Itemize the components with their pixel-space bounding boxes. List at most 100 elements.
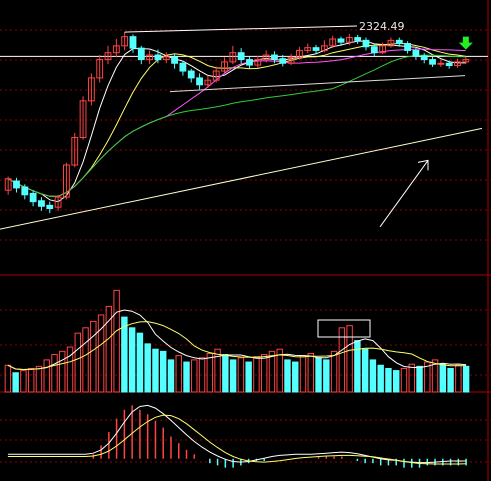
volume-bar xyxy=(315,357,322,393)
candle-down xyxy=(395,39,403,45)
candle-down xyxy=(13,180,20,189)
volume-bar xyxy=(175,355,182,393)
volume-bar xyxy=(229,359,237,393)
volume-bar xyxy=(43,359,50,393)
macd-dea-line xyxy=(7,414,467,465)
candle-up xyxy=(71,137,79,166)
volume-bar xyxy=(90,320,97,393)
candle-up xyxy=(287,56,295,64)
peak-price-label: 2324.49 xyxy=(359,20,405,33)
candle-up xyxy=(204,79,212,86)
candle-down xyxy=(46,204,54,210)
macd-panel xyxy=(7,404,467,468)
volume-bar xyxy=(462,365,470,393)
candle-up xyxy=(454,61,461,67)
volume-bar xyxy=(121,316,128,393)
candle-up xyxy=(379,45,387,54)
volume-bar xyxy=(74,332,82,393)
volume-bar xyxy=(245,361,252,393)
candle-up xyxy=(254,59,262,66)
volume-bar xyxy=(4,364,12,393)
volume-bar xyxy=(59,350,66,393)
candle-down xyxy=(404,43,412,51)
price-panel xyxy=(0,25,488,230)
candle-up xyxy=(295,49,303,58)
volume-bar xyxy=(51,354,58,393)
candle-up xyxy=(87,77,95,102)
volume-bar xyxy=(144,343,151,393)
volume-bar xyxy=(369,359,377,393)
candle-down xyxy=(312,47,320,51)
volume-bar xyxy=(292,361,299,393)
volume-bar xyxy=(12,372,19,393)
volume-bar xyxy=(408,363,415,393)
candle-up xyxy=(345,37,353,43)
candle-down xyxy=(154,54,162,61)
candle-down xyxy=(420,55,428,61)
volume-bar xyxy=(447,367,454,393)
candle-down xyxy=(137,47,145,61)
volume-bar xyxy=(323,359,330,393)
candle-down xyxy=(429,59,436,65)
volume-bar xyxy=(431,359,439,393)
volume-bar xyxy=(354,340,361,393)
volume-bar xyxy=(214,348,221,393)
candle-up xyxy=(262,54,270,61)
candle-down xyxy=(362,39,370,48)
volume-bar xyxy=(206,352,214,393)
volume-bar xyxy=(167,359,175,393)
volume-bar xyxy=(377,364,384,393)
volume-bar xyxy=(385,367,392,393)
candle-down xyxy=(196,77,203,86)
trend-arrow-shaft xyxy=(379,160,429,228)
trend-arrow-head xyxy=(417,159,429,171)
volume-bar xyxy=(268,350,276,393)
volume-bar xyxy=(439,363,447,393)
support-line xyxy=(169,75,466,93)
volume-bar xyxy=(105,305,113,393)
peak-leader xyxy=(124,25,358,33)
candle-down xyxy=(179,62,187,72)
volume-bar xyxy=(136,332,144,393)
volume-bar xyxy=(159,350,167,393)
volume-ma10-line xyxy=(7,321,467,371)
candle-up xyxy=(320,45,328,51)
candle-down xyxy=(337,38,345,43)
volume-panel xyxy=(4,289,470,393)
volume-bar xyxy=(237,357,245,393)
volume-highlight-box xyxy=(317,319,371,338)
candle-up xyxy=(329,38,337,47)
volume-bar xyxy=(361,348,369,393)
candle-down xyxy=(187,70,195,79)
candle-down xyxy=(445,62,453,67)
volume-bar xyxy=(253,356,260,393)
candle-up xyxy=(146,54,154,61)
candle-up xyxy=(54,196,62,208)
volume-bar xyxy=(35,365,43,393)
candle-up xyxy=(112,45,120,54)
volume-bar xyxy=(330,350,338,393)
volume-bar xyxy=(27,367,35,393)
candle-down xyxy=(29,192,37,203)
candle-down xyxy=(171,56,179,64)
volume-bar xyxy=(276,348,283,393)
candle-up xyxy=(121,36,129,47)
candle-down xyxy=(129,36,137,49)
volume-bar xyxy=(392,370,400,393)
candle-down xyxy=(271,54,278,60)
candle-up xyxy=(387,39,395,47)
volume-bar xyxy=(416,365,423,393)
volume-bar xyxy=(82,327,89,393)
candle-up xyxy=(437,62,445,65)
candle-down xyxy=(38,200,45,207)
volume-bar xyxy=(222,354,229,393)
ma40-line xyxy=(7,54,466,197)
candle-down xyxy=(354,37,362,41)
candle-down xyxy=(21,186,29,196)
candle-down xyxy=(246,59,253,66)
volume-bar xyxy=(284,359,291,393)
candle-up xyxy=(79,100,87,139)
candle-down xyxy=(412,49,420,57)
volume-ma5-line xyxy=(7,309,467,371)
